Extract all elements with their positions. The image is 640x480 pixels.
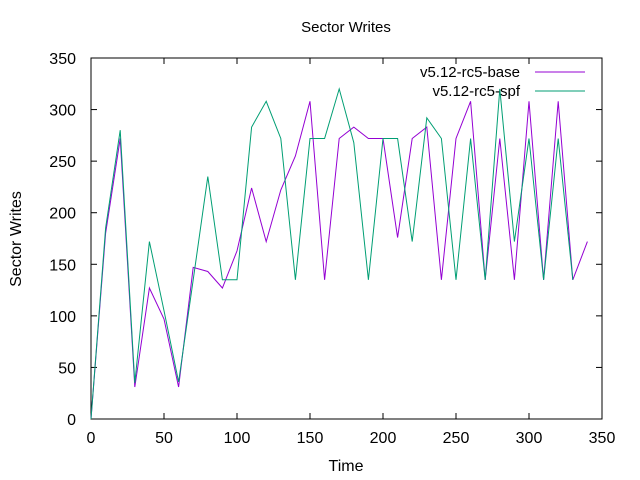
x-tick-label: 150 (297, 430, 324, 447)
legend-label-2: v5.12-rc5-spf (432, 83, 520, 100)
x-tick-label: 0 (87, 430, 96, 447)
chart-title: Sector Writes (301, 19, 391, 36)
legend: v5.12-rc5-base v5.12-rc5-spf (420, 64, 585, 100)
y-tick-label: 100 (49, 309, 76, 326)
legend-label-1: v5.12-rc5-base (420, 64, 520, 81)
y-tick-label: 300 (49, 103, 76, 120)
y-tick-label: 250 (49, 154, 76, 171)
x-tick-label: 350 (589, 430, 616, 447)
y-tick-label: 200 (49, 206, 76, 223)
y-tick-label: 0 (67, 412, 76, 429)
axes: 0 50 100 150 200 250 300 350 0 50 100 150 200 250 300 3… (49, 51, 615, 447)
x-tick-label: 100 (224, 430, 251, 447)
x-axis-label: Time (329, 458, 364, 475)
series-group (90, 87, 588, 420)
plot-frame (90, 57, 603, 420)
y-tick-label: 350 (49, 51, 76, 68)
x-tick-label: 50 (155, 430, 173, 447)
series-line-1 (90, 101, 588, 420)
x-tick-label: 250 (443, 430, 470, 447)
y-tick-label: 50 (58, 360, 76, 377)
x-tick-label: 200 (370, 430, 397, 447)
series-line-2 (90, 87, 574, 420)
y-axis-label: Sector Writes (8, 191, 25, 287)
y-tick-label: 150 (49, 257, 76, 274)
x-tick-label: 300 (516, 430, 543, 447)
